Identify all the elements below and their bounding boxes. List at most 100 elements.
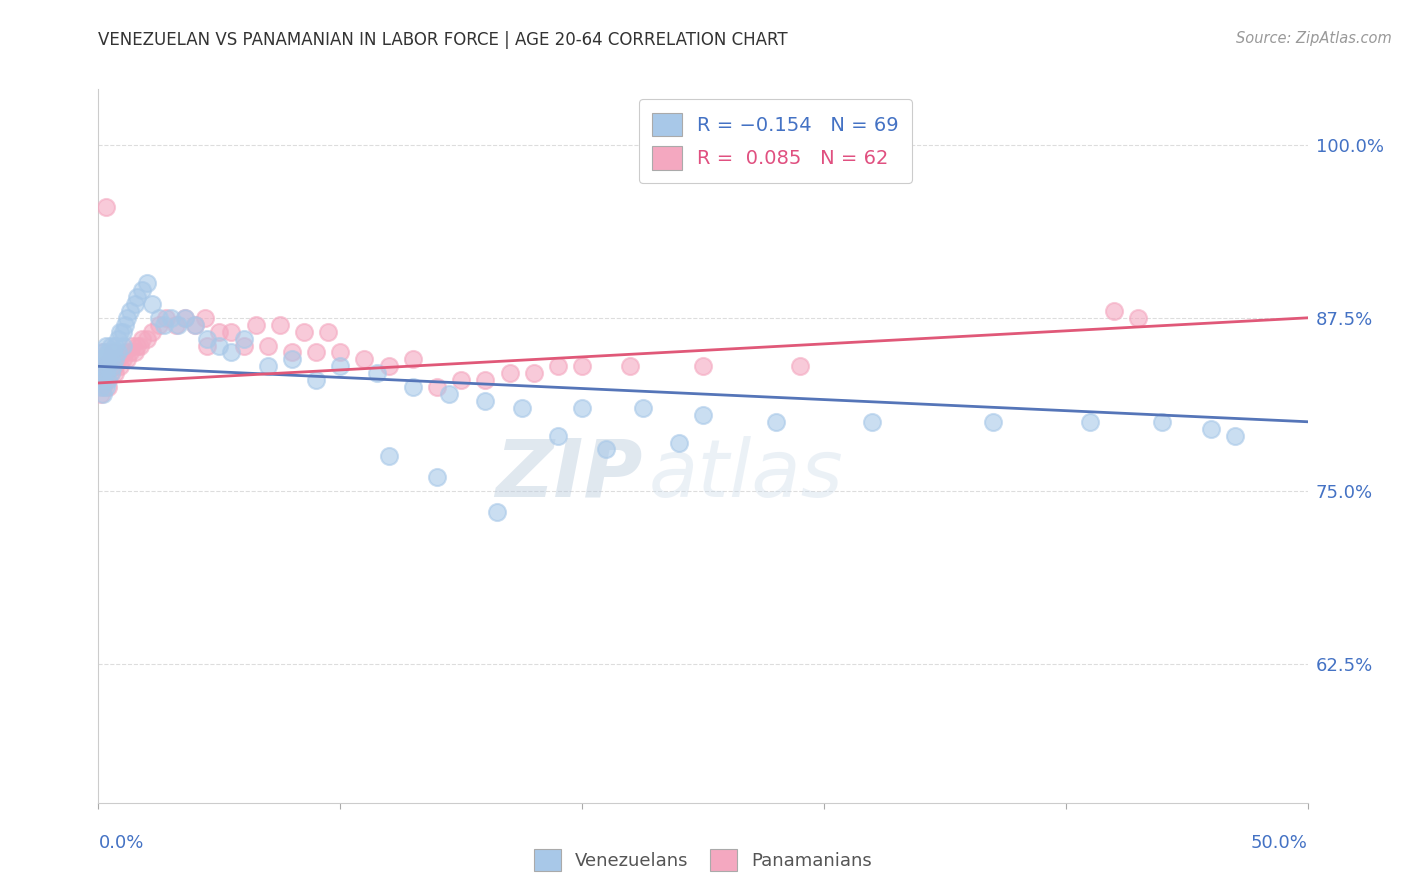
Point xyxy=(547,359,569,374)
Point xyxy=(111,325,134,339)
Point xyxy=(269,318,291,332)
Point xyxy=(100,366,122,380)
Point xyxy=(108,325,131,339)
Point xyxy=(101,345,124,359)
Text: 50.0%: 50.0% xyxy=(1251,834,1308,852)
Point xyxy=(135,332,157,346)
Point xyxy=(152,318,174,332)
Point xyxy=(128,338,150,352)
Point xyxy=(208,338,231,352)
Point xyxy=(127,338,149,352)
Point xyxy=(184,318,207,332)
Point xyxy=(90,366,112,380)
Point xyxy=(124,297,146,311)
Point xyxy=(305,345,328,359)
Point xyxy=(221,325,243,339)
Text: Source: ZipAtlas.com: Source: ZipAtlas.com xyxy=(1236,31,1392,46)
Point xyxy=(94,380,117,394)
Point xyxy=(1199,422,1222,436)
Point xyxy=(104,359,127,374)
Point xyxy=(135,276,157,290)
Text: atlas: atlas xyxy=(648,435,844,514)
Point xyxy=(117,310,139,325)
Point xyxy=(692,408,714,422)
Point xyxy=(107,352,129,367)
Point xyxy=(765,415,787,429)
Point xyxy=(90,352,112,367)
Point xyxy=(97,373,120,387)
Point xyxy=(101,359,124,374)
Point xyxy=(90,387,112,401)
Legend: Venezuelans, Panamanians: Venezuelans, Panamanians xyxy=(526,842,880,879)
Point xyxy=(100,352,122,367)
Point xyxy=(245,318,267,332)
Point xyxy=(366,366,388,380)
Point xyxy=(377,359,399,374)
Point xyxy=(118,304,141,318)
Point xyxy=(402,380,425,394)
Point xyxy=(94,338,117,352)
Point xyxy=(148,318,170,332)
Point xyxy=(167,318,190,332)
Point xyxy=(104,366,127,380)
Point xyxy=(232,332,254,346)
Point xyxy=(523,366,546,380)
Point xyxy=(402,352,425,367)
Point xyxy=(174,310,197,325)
Point xyxy=(141,297,163,311)
Point xyxy=(104,338,127,352)
Point xyxy=(221,345,243,359)
Point xyxy=(316,325,339,339)
Point xyxy=(474,394,496,409)
Point xyxy=(91,380,114,394)
Point xyxy=(281,345,304,359)
Point xyxy=(148,310,170,325)
Point xyxy=(547,428,569,442)
Point xyxy=(498,366,520,380)
Point xyxy=(377,450,399,464)
Point xyxy=(510,401,533,415)
Point xyxy=(131,283,153,297)
Point xyxy=(90,380,112,394)
Point xyxy=(571,359,593,374)
Point xyxy=(1128,310,1150,325)
Point xyxy=(426,380,449,394)
Point xyxy=(127,290,149,304)
Point xyxy=(91,387,114,401)
Legend: R = −0.154   N = 69, R =  0.085   N = 62: R = −0.154 N = 69, R = 0.085 N = 62 xyxy=(638,99,912,184)
Point xyxy=(174,310,197,325)
Point xyxy=(97,345,120,359)
Point xyxy=(90,366,112,380)
Point xyxy=(692,359,714,374)
Point xyxy=(114,318,136,332)
Point xyxy=(789,359,811,374)
Point xyxy=(1223,428,1246,442)
Point xyxy=(111,352,134,367)
Point xyxy=(1102,304,1125,318)
Point xyxy=(91,373,114,387)
Point xyxy=(91,345,114,359)
Point xyxy=(474,373,496,387)
Point xyxy=(100,352,122,367)
Point xyxy=(981,415,1004,429)
Point xyxy=(860,415,883,429)
Point xyxy=(165,318,187,332)
Point xyxy=(195,338,218,352)
Point xyxy=(100,366,122,380)
Point xyxy=(141,325,163,339)
Point xyxy=(668,435,690,450)
Point xyxy=(101,345,124,359)
Point xyxy=(118,345,141,359)
Point xyxy=(232,338,254,352)
Point xyxy=(208,325,231,339)
Point xyxy=(292,325,315,339)
Text: ZIP: ZIP xyxy=(495,435,643,514)
Point xyxy=(595,442,617,457)
Point xyxy=(619,359,641,374)
Point xyxy=(631,401,654,415)
Point xyxy=(94,200,117,214)
Point xyxy=(97,359,120,374)
Point xyxy=(124,345,146,359)
Point xyxy=(107,345,129,359)
Point xyxy=(571,401,593,415)
